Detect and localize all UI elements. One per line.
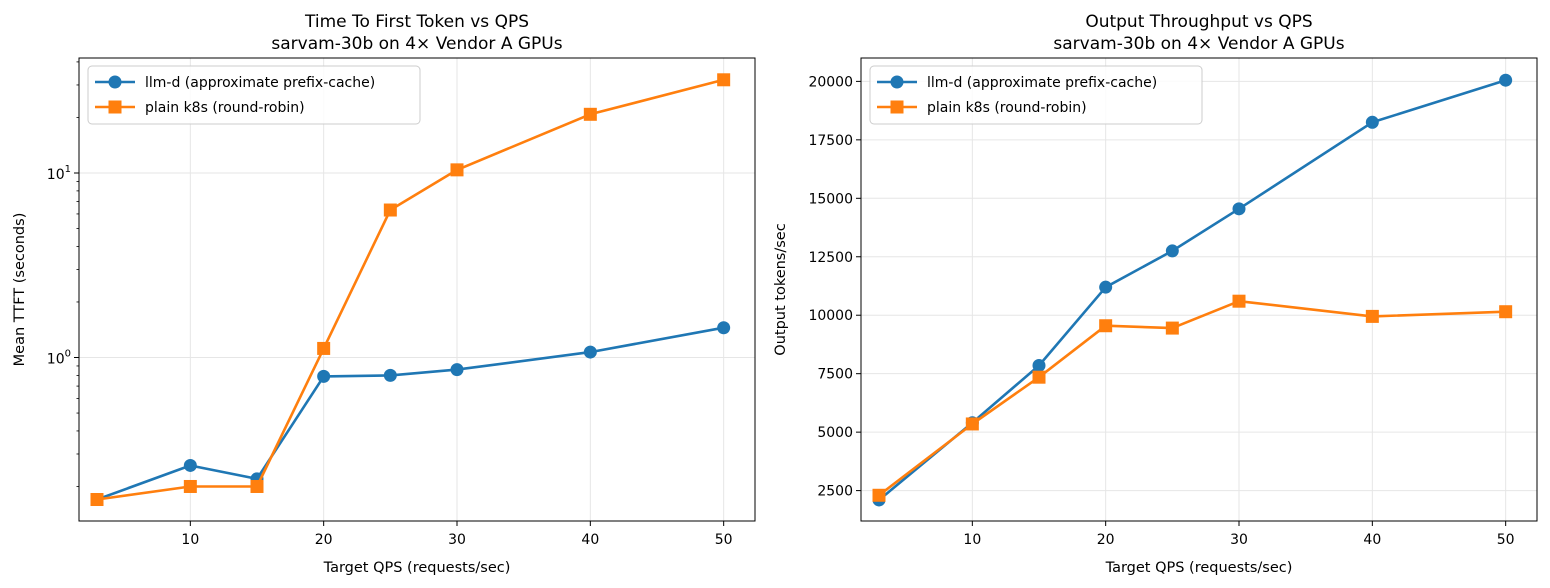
data-point bbox=[250, 479, 264, 493]
legend-marker bbox=[890, 75, 904, 89]
chart-title: Output Throughput vs QPS bbox=[1085, 12, 1312, 32]
data-point bbox=[1232, 202, 1246, 216]
x-tick-label: 10 bbox=[181, 532, 199, 548]
y-tick-exponent: 0 bbox=[65, 349, 71, 360]
series-2 bbox=[872, 294, 1513, 502]
legend: llm-d (approximate prefix-cache) plain k8… bbox=[869, 65, 1203, 125]
series-1 bbox=[872, 73, 1513, 507]
data-point bbox=[717, 321, 731, 335]
x-tick-label: 40 bbox=[581, 532, 599, 548]
series-2 bbox=[90, 73, 731, 507]
y-tick-exponent: 1 bbox=[65, 164, 71, 175]
data-point bbox=[1499, 305, 1513, 319]
data-point bbox=[317, 369, 331, 383]
data-point bbox=[1365, 115, 1379, 129]
legend: llm-d (approximate prefix-cache) plain k8… bbox=[87, 65, 421, 125]
y-tick-label: 100 bbox=[47, 349, 71, 368]
y-tick-label: 7500 bbox=[817, 367, 853, 383]
y-tick-label: 15000 bbox=[808, 191, 853, 207]
legend-box bbox=[869, 65, 1203, 125]
series-line bbox=[878, 299, 1506, 497]
data-point bbox=[450, 163, 464, 177]
x-tick-label: 30 bbox=[448, 532, 466, 548]
x-axis-label: Target QPS (requests/sec) bbox=[323, 560, 511, 576]
data-point bbox=[183, 458, 197, 472]
series-1 bbox=[90, 321, 731, 507]
data-point bbox=[183, 479, 197, 493]
chart-subtitle: sarvam-30b on 4× Vendor A GPUs bbox=[271, 34, 562, 54]
x-axis-label: Target QPS (requests/sec) bbox=[1105, 560, 1293, 576]
x-tick-label: 50 bbox=[1497, 532, 1515, 548]
y-tick-base: 10 bbox=[47, 352, 65, 368]
legend-marker bbox=[108, 100, 122, 114]
data-point bbox=[717, 73, 731, 87]
data-point bbox=[1032, 370, 1046, 384]
y-tick-label: 17500 bbox=[808, 133, 853, 149]
chart-panel-2: 10 20 30 40 50 2500 5000 7500 10000 12500 15000 175… bbox=[773, 12, 1538, 576]
data-point bbox=[1232, 294, 1246, 308]
y-tick-label: 10000 bbox=[808, 308, 853, 324]
data-point bbox=[317, 341, 331, 355]
x-tick-label: 50 bbox=[715, 532, 733, 548]
x-tick-label: 20 bbox=[315, 532, 333, 548]
data-point bbox=[872, 488, 886, 502]
y-tick-label: 101 bbox=[47, 164, 71, 183]
series-line bbox=[878, 78, 1507, 502]
legend-label: plain k8s (round-robin) bbox=[145, 100, 305, 116]
legend-marker bbox=[108, 75, 122, 89]
data-point bbox=[1099, 319, 1113, 333]
data-point bbox=[1032, 358, 1046, 372]
x-tick-label: 30 bbox=[1230, 532, 1248, 548]
axes-frame bbox=[860, 57, 1538, 522]
data-point bbox=[583, 107, 597, 121]
legend-label: llm-d (approximate prefix-cache) bbox=[145, 75, 375, 91]
y-tick-label: 12500 bbox=[808, 250, 853, 266]
legend-box bbox=[87, 65, 421, 125]
legend-label: plain k8s (round-robin) bbox=[927, 100, 1087, 116]
y-tick-label: 20000 bbox=[808, 74, 853, 90]
data-point bbox=[583, 345, 597, 359]
y-axis-label: Mean TTFT (seconds) bbox=[12, 213, 28, 367]
axes-frame bbox=[78, 57, 756, 522]
data-point bbox=[1499, 73, 1513, 87]
legend-label: llm-d (approximate prefix-cache) bbox=[927, 75, 1157, 91]
y-axis-label: Output tokens/sec bbox=[773, 223, 789, 355]
data-point bbox=[1165, 244, 1179, 258]
y-tick-label: 2500 bbox=[817, 484, 853, 500]
data-point bbox=[383, 203, 397, 217]
data-point bbox=[1165, 321, 1179, 335]
series-line bbox=[96, 78, 725, 501]
series-line bbox=[96, 326, 724, 501]
data-point bbox=[450, 363, 464, 377]
y-tick-base: 10 bbox=[47, 167, 65, 183]
data-point bbox=[1099, 280, 1113, 294]
data-point bbox=[383, 368, 397, 382]
x-tick-label: 40 bbox=[1363, 532, 1381, 548]
data-point bbox=[965, 417, 979, 431]
data-point bbox=[90, 493, 104, 507]
chart-subtitle: sarvam-30b on 4× Vendor A GPUs bbox=[1053, 34, 1344, 54]
y-tick-label: 5000 bbox=[817, 425, 853, 441]
data-point bbox=[1365, 309, 1379, 323]
x-tick-label: 20 bbox=[1097, 532, 1115, 548]
chart-title: Time To First Token vs QPS bbox=[304, 12, 529, 32]
legend-marker bbox=[890, 100, 904, 114]
x-tick-label: 10 bbox=[963, 532, 981, 548]
